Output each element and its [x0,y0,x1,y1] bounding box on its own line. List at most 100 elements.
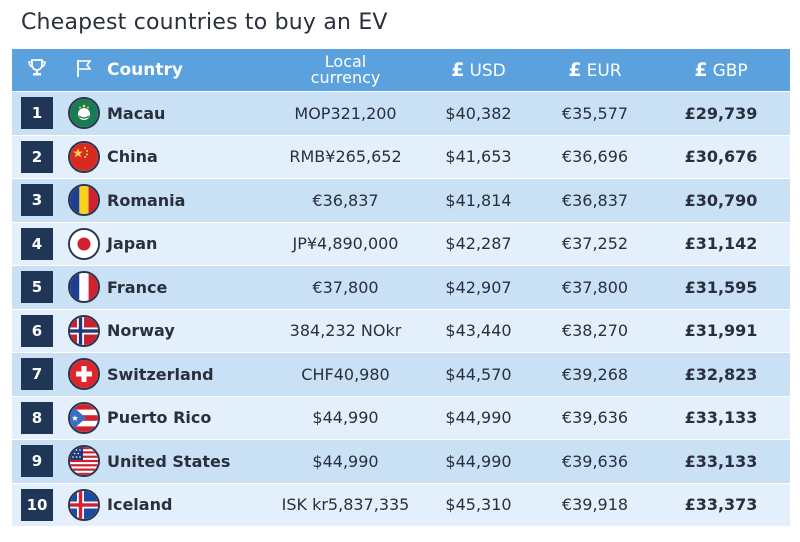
local-price: MOP321,200 [294,103,397,123]
rank-badge: 7 [21,358,53,391]
table-header: Country Local currency £ USD £ EUR £ GBP [12,49,790,92]
local-price: $44,990 [312,408,379,428]
rank-badge: 8 [21,401,53,434]
eur-price: €36,837 [561,190,629,210]
gbp-price: £31,991 [684,321,758,341]
gbp-currency-icon: £ [694,59,708,81]
usd-price: $43,440 [445,321,512,341]
norway-flag-icon [67,314,100,347]
eur-price: €37,800 [561,277,629,297]
rank-badge: 2 [21,140,53,173]
rank-badge: 3 [21,184,53,217]
local-header-line2: currency [310,68,381,87]
usd-price: $44,990 [445,408,512,428]
country-name: Iceland [107,495,173,515]
usd-price: $42,907 [445,277,512,297]
usd-price: $41,653 [445,147,512,167]
table-row: 9 United States $44,990 $44,990 €39,636 … [12,440,790,484]
rank-badge: 4 [21,227,53,260]
japan-flag-icon [67,227,100,260]
flag-icon [74,58,94,82]
local-price: €36,837 [312,190,379,210]
usd-price: $44,570 [445,364,512,384]
country-name: Macau [107,103,166,123]
romania-flag-icon [67,184,100,217]
gbp-price: £30,790 [684,190,758,210]
table-row: 10 Iceland ISK kr5,837,335 $45,310 €39,9… [12,483,790,527]
local-price: CHF40,980 [301,364,390,384]
china-flag-icon [67,140,100,173]
local-price: RMB¥265,652 [289,147,402,167]
gbp-price: £31,142 [684,234,758,254]
gbp-price: £30,676 [684,147,758,167]
country-name: Switzerland [107,364,214,384]
local-price: JP¥4,890,000 [292,234,399,254]
usd-price: $42,287 [445,234,512,254]
usd-price: $41,814 [445,190,512,210]
eur-price: €39,918 [561,495,629,515]
gbp-price: £33,373 [684,495,758,515]
usd-header-label: USD [469,61,506,81]
gbp-header-label: GBP [712,61,748,81]
table-row: 2 China RMB¥265,652 $41,653 €36,696 £30,… [12,135,790,179]
country-name: China [107,147,158,167]
local-price: 384,232 NOkr [289,321,402,341]
flag-header [62,58,105,82]
rank-badge: 10 [21,488,53,521]
country-name: Norway [107,321,175,341]
rank-header [12,58,62,82]
usd-price: $44,990 [445,451,512,471]
eur-price: €39,636 [561,408,629,428]
usd-header: £ USD [422,59,535,81]
france-flag-icon [67,271,100,304]
table-row: 1 Macau MOP321,200 $40,382 €35,577 £29,7… [12,92,790,136]
usd-price: $45,310 [445,495,512,515]
local-price: ISK kr5,837,335 [281,495,410,515]
rank-badge: 1 [21,97,53,130]
rank-badge: 9 [21,445,53,478]
table-row: 3 Romania €36,837 $41,814 €36,837 £30,79… [12,179,790,223]
country-header: Country [107,60,183,80]
country-name: France [107,277,168,297]
country-name: Puerto Rico [107,408,212,428]
iceland-flag-icon [67,488,100,521]
eur-price: €39,636 [561,451,629,471]
gbp-price: £32,823 [684,364,758,384]
table-row: 8 Puerto Rico $44,990 $44,990 €39,636 £3… [12,396,790,440]
gbp-header: £ GBP [655,59,787,81]
gbp-price: £29,739 [684,103,758,123]
local-price: $44,990 [312,451,379,471]
table-row: 4 Japan JP¥4,890,000 $42,287 €37,252 £31… [12,222,790,266]
table-row: 7 Switzerland CHF40,980 $44,570 €39,268 … [12,353,790,397]
ev-price-table: Country Local currency £ USD £ EUR £ GBP 1 … [12,49,790,527]
eur-price: €35,577 [561,103,629,123]
trophy-icon [27,58,47,82]
page-title: Cheapest countries to buy an EV [21,10,388,35]
switzerland-flag-icon [67,358,100,391]
eur-price: €38,270 [561,321,629,341]
local-currency-header: Local currency [269,54,422,86]
usd-currency-icon: £ [451,59,465,81]
eur-currency-icon: £ [568,59,582,81]
rank-badge: 6 [21,314,53,347]
eur-header-label: EUR [586,61,622,81]
country-name: United States [107,451,231,471]
gbp-price: £31,595 [684,277,758,297]
gbp-price: £33,133 [684,451,758,471]
country-name: Japan [107,234,158,254]
table-row: 6 Norway 384,232 NOkr $43,440 €38,270 £3… [12,309,790,353]
country-name: Romania [107,190,186,210]
table-row: 5 France €37,800 $42,907 €37,800 £31,595 [12,266,790,310]
macau-flag-icon [67,97,100,130]
puerto-rico-flag-icon [67,401,100,434]
eur-price: €36,696 [561,147,629,167]
gbp-price: £33,133 [684,408,758,428]
usd-price: $40,382 [445,103,512,123]
eur-price: €39,268 [561,364,629,384]
united-states-flag-icon [67,445,100,478]
eur-price: €37,252 [561,234,629,254]
eur-header: £ EUR [535,59,655,81]
local-header-line1: Local [324,52,367,71]
local-price: €37,800 [312,277,379,297]
